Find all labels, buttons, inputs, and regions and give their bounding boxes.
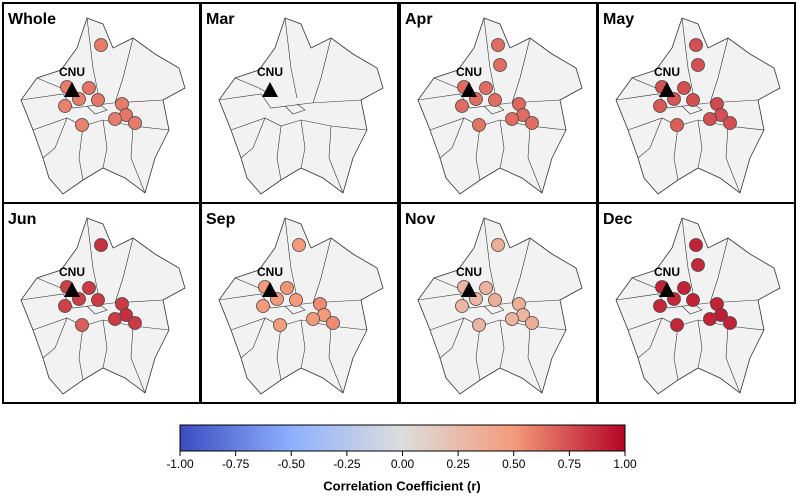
site-label: CNU [456, 265, 482, 279]
station [58, 299, 72, 313]
station [273, 318, 287, 332]
map-panel: Jun CNU [2, 202, 201, 404]
site-marker [64, 82, 80, 97]
station [525, 116, 539, 130]
colorbar-tick-label: -0.50 [278, 457, 306, 471]
site-marker [262, 82, 278, 97]
station [723, 116, 737, 130]
station [292, 238, 306, 252]
station [505, 312, 519, 326]
station [94, 238, 108, 252]
station [686, 93, 700, 107]
site-label: CNU [456, 65, 482, 79]
map-panel: Dec CNU [597, 202, 796, 404]
station [75, 318, 89, 332]
station [653, 99, 667, 113]
station [670, 118, 684, 132]
station [689, 238, 703, 252]
station [677, 81, 691, 95]
station [525, 316, 539, 330]
panel-title: Nov [405, 211, 435, 228]
map-panel: Apr CNU [399, 2, 598, 204]
panel-title: Apr [405, 11, 433, 28]
station [75, 118, 89, 132]
station [653, 299, 667, 313]
panel-title: Dec [603, 211, 632, 228]
colorbar-tick-label: -0.25 [333, 457, 361, 471]
colorbar [179, 424, 626, 452]
station [703, 112, 717, 126]
station [689, 38, 703, 52]
station [491, 38, 505, 52]
station [82, 81, 96, 95]
station [479, 81, 493, 95]
station [455, 299, 469, 313]
panel-title: Whole [8, 11, 56, 28]
station [472, 318, 486, 332]
station [82, 281, 96, 295]
site-label: CNU [654, 265, 680, 279]
station [505, 112, 519, 126]
map-panel: Nov CNU [399, 202, 598, 404]
station [108, 112, 122, 126]
station [491, 238, 505, 252]
colorbar-tick-label: 1.00 [613, 457, 637, 471]
station [677, 281, 691, 295]
colorbar-tick-label: 0.50 [502, 457, 526, 471]
site-marker [461, 82, 477, 97]
station [91, 293, 105, 307]
colorbar-tick-label: 0.00 [391, 457, 415, 471]
station [455, 99, 469, 113]
station [326, 316, 340, 330]
colorbar-tick-label: 0.75 [558, 457, 582, 471]
colorbar-tick-label: -0.75 [222, 457, 250, 471]
station [488, 93, 502, 107]
station [670, 318, 684, 332]
site-label: CNU [257, 65, 283, 79]
colorbar-label: Correlation Coefficient (r) [323, 478, 480, 493]
station [91, 93, 105, 107]
station [686, 293, 700, 307]
site-marker [659, 282, 675, 297]
station [723, 316, 737, 330]
site-label: CNU [59, 65, 85, 79]
station [493, 58, 507, 72]
map-panel: May CNU [597, 2, 796, 204]
site-label: CNU [654, 65, 680, 79]
station [128, 316, 142, 330]
station [58, 99, 72, 113]
station [94, 38, 108, 52]
station [108, 312, 122, 326]
site-label: CNU [257, 265, 283, 279]
map-panel: Whole CNU [2, 2, 201, 204]
station [703, 312, 717, 326]
station [691, 58, 705, 72]
station [306, 312, 320, 326]
colorbar-tick-label: 0.25 [446, 457, 470, 471]
site-marker [64, 282, 80, 297]
map-panel: Mar CNU [200, 2, 399, 204]
panel-title: Sep [206, 211, 236, 228]
station [280, 281, 294, 295]
station [128, 116, 142, 130]
site-marker [262, 282, 278, 297]
site-marker [461, 282, 477, 297]
station [472, 118, 486, 132]
panel-title: Jun [8, 211, 36, 228]
panel-title: May [603, 11, 634, 28]
map-panel: Sep CNU [200, 202, 399, 404]
site-label: CNU [59, 265, 85, 279]
station [691, 258, 705, 272]
site-marker [659, 82, 675, 97]
station [488, 293, 502, 307]
station [479, 281, 493, 295]
colorbar-tick-label: -1.00 [166, 457, 194, 471]
station [256, 299, 270, 313]
station [289, 293, 303, 307]
panel-title: Mar [206, 11, 234, 28]
